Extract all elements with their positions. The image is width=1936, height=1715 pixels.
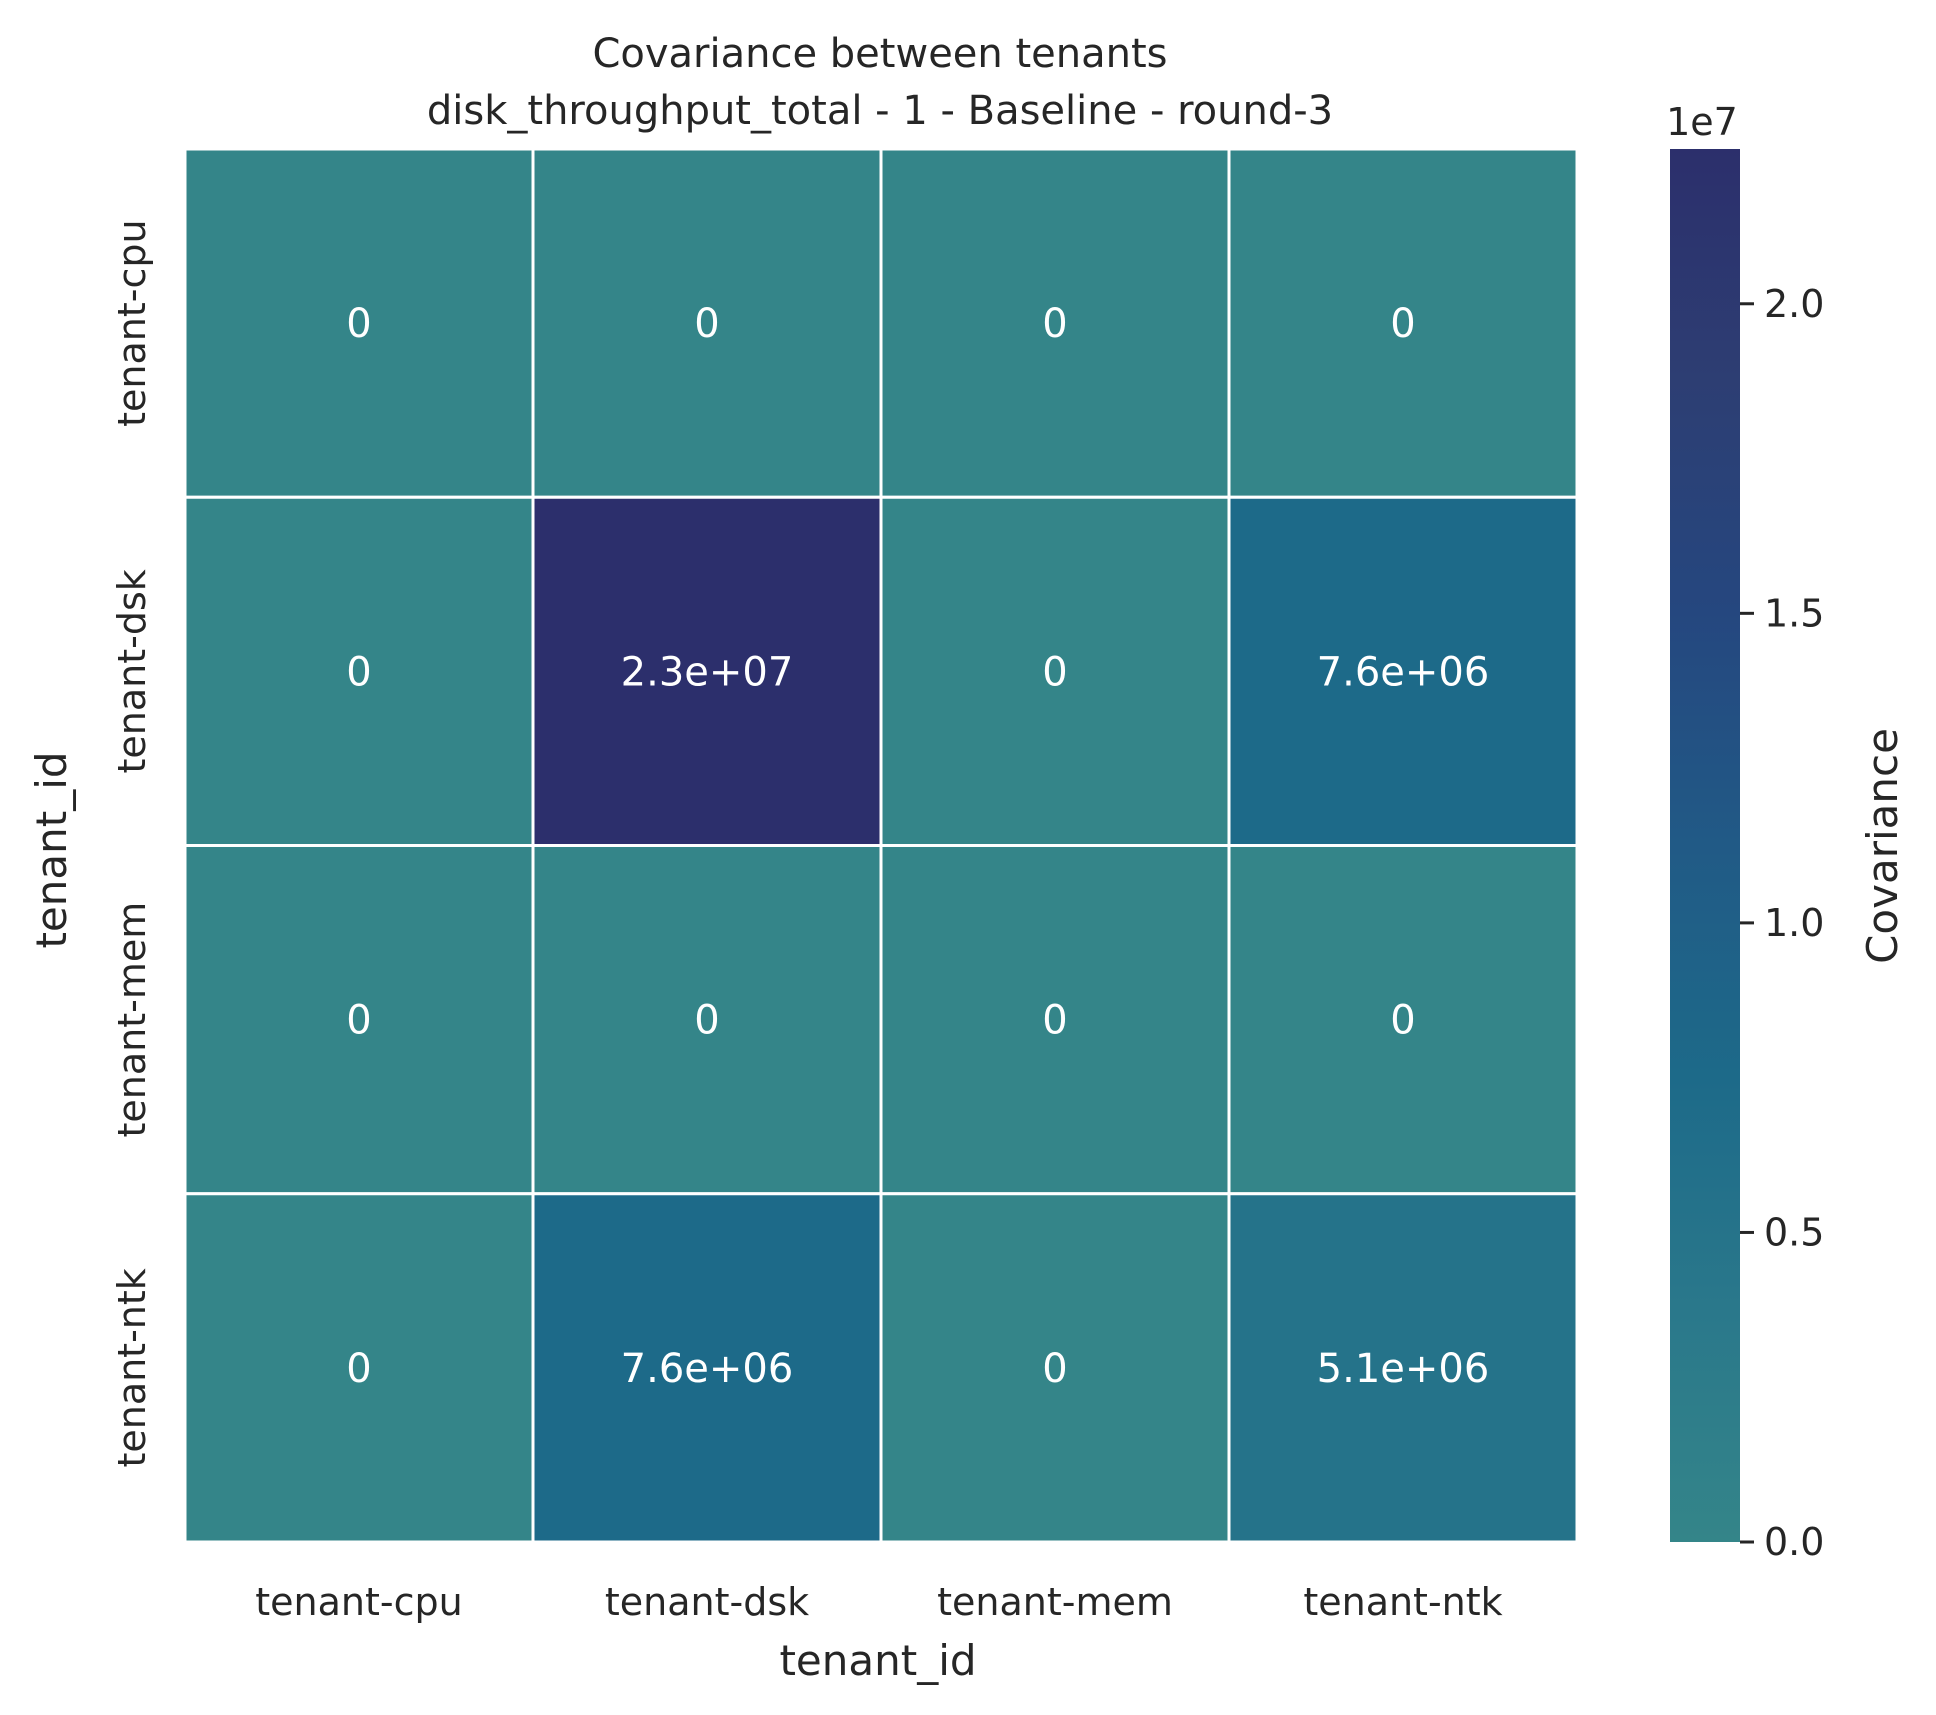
cell-value-label: 0 [694,301,719,347]
heatmap-cell [183,147,535,499]
y-tick-label: tenant-mem [110,902,154,1138]
chart-title: Covariance between tenants [592,31,1167,77]
x-tick-labels: tenant-cpu tenant-dsk tenant-mem tenant-ntk [255,1580,1502,1624]
cell-value-label: 0 [1042,998,1067,1044]
colorbar-tick-label: 0.5 [1764,1210,1824,1254]
cell-value-label: 0 [1042,301,1067,347]
colorbar-label: Covariance [1858,728,1907,964]
y-axis-label: tenant_id [27,751,76,948]
cell-value-label: 0 [346,1346,371,1392]
colorbar-ticks: 0.0 0.5 1.0 1.5 2.0 [1740,282,1824,1564]
cell-value-label: 7.6e+06 [621,1346,794,1392]
colorbar-tick-label: 0.0 [1764,1520,1824,1564]
heatmap-cell [183,1192,535,1544]
cell-value-label: 0 [1390,301,1415,347]
heatmap-cell [1227,1192,1579,1544]
heatmap-cell [531,147,883,499]
heatmap-cells: 0 0 0 0 0 2.3e+07 0 7.6e+06 0 0 0 0 0 7.6e+06 0 5.1e+06 [183,147,1579,1544]
x-tick-label: tenant-cpu [255,1580,462,1624]
heatmap-cell [879,1192,1231,1544]
cell-value-label: 7.6e+06 [1317,649,1490,695]
cell-value-label: 0 [346,301,371,347]
cell-value-label: 2.3e+07 [621,649,794,695]
colorbar-tick-label: 2.0 [1764,282,1824,326]
heatmap-cell [1227,147,1579,499]
y-tick-labels: tenant-cpu tenant-dsk tenant-mem tenant-ntk [110,219,154,1467]
x-axis-label: tenant_id [779,1636,976,1685]
y-tick-label: tenant-dsk [110,569,154,773]
cell-value-label: 5.1e+06 [1317,1346,1490,1392]
heatmap-cell [1227,495,1579,847]
colorbar-tick-label: 1.0 [1764,901,1824,945]
x-tick-label: tenant-ntk [1303,1580,1502,1624]
heatmap-cell [183,495,535,847]
cell-value-label: 0 [1042,1346,1067,1392]
heatmap-cell [531,844,883,1196]
cell-value-label: 0 [346,998,371,1044]
heatmap-cell [531,1192,883,1544]
heatmap-cell [531,495,883,847]
x-tick-label: tenant-mem [937,1580,1173,1624]
cell-value-label: 0 [346,649,371,695]
cell-value-label: 0 [1390,998,1415,1044]
colorbar-tick-label: 1.5 [1764,591,1824,635]
colorbar [1670,149,1740,1542]
y-tick-label: tenant-cpu [110,219,154,426]
heatmap-cell [1227,844,1579,1196]
colorbar-offset-text: 1e7 [1666,100,1738,144]
y-tick-label: tenant-ntk [110,1268,154,1467]
chart-subtitle: disk_throughput_total - 1 - Baseline - r… [427,88,1333,134]
heatmap-cell [879,147,1231,499]
cell-value-label: 0 [1042,649,1067,695]
cell-value-label: 0 [694,998,719,1044]
x-tick-label: tenant-dsk [605,1580,809,1624]
